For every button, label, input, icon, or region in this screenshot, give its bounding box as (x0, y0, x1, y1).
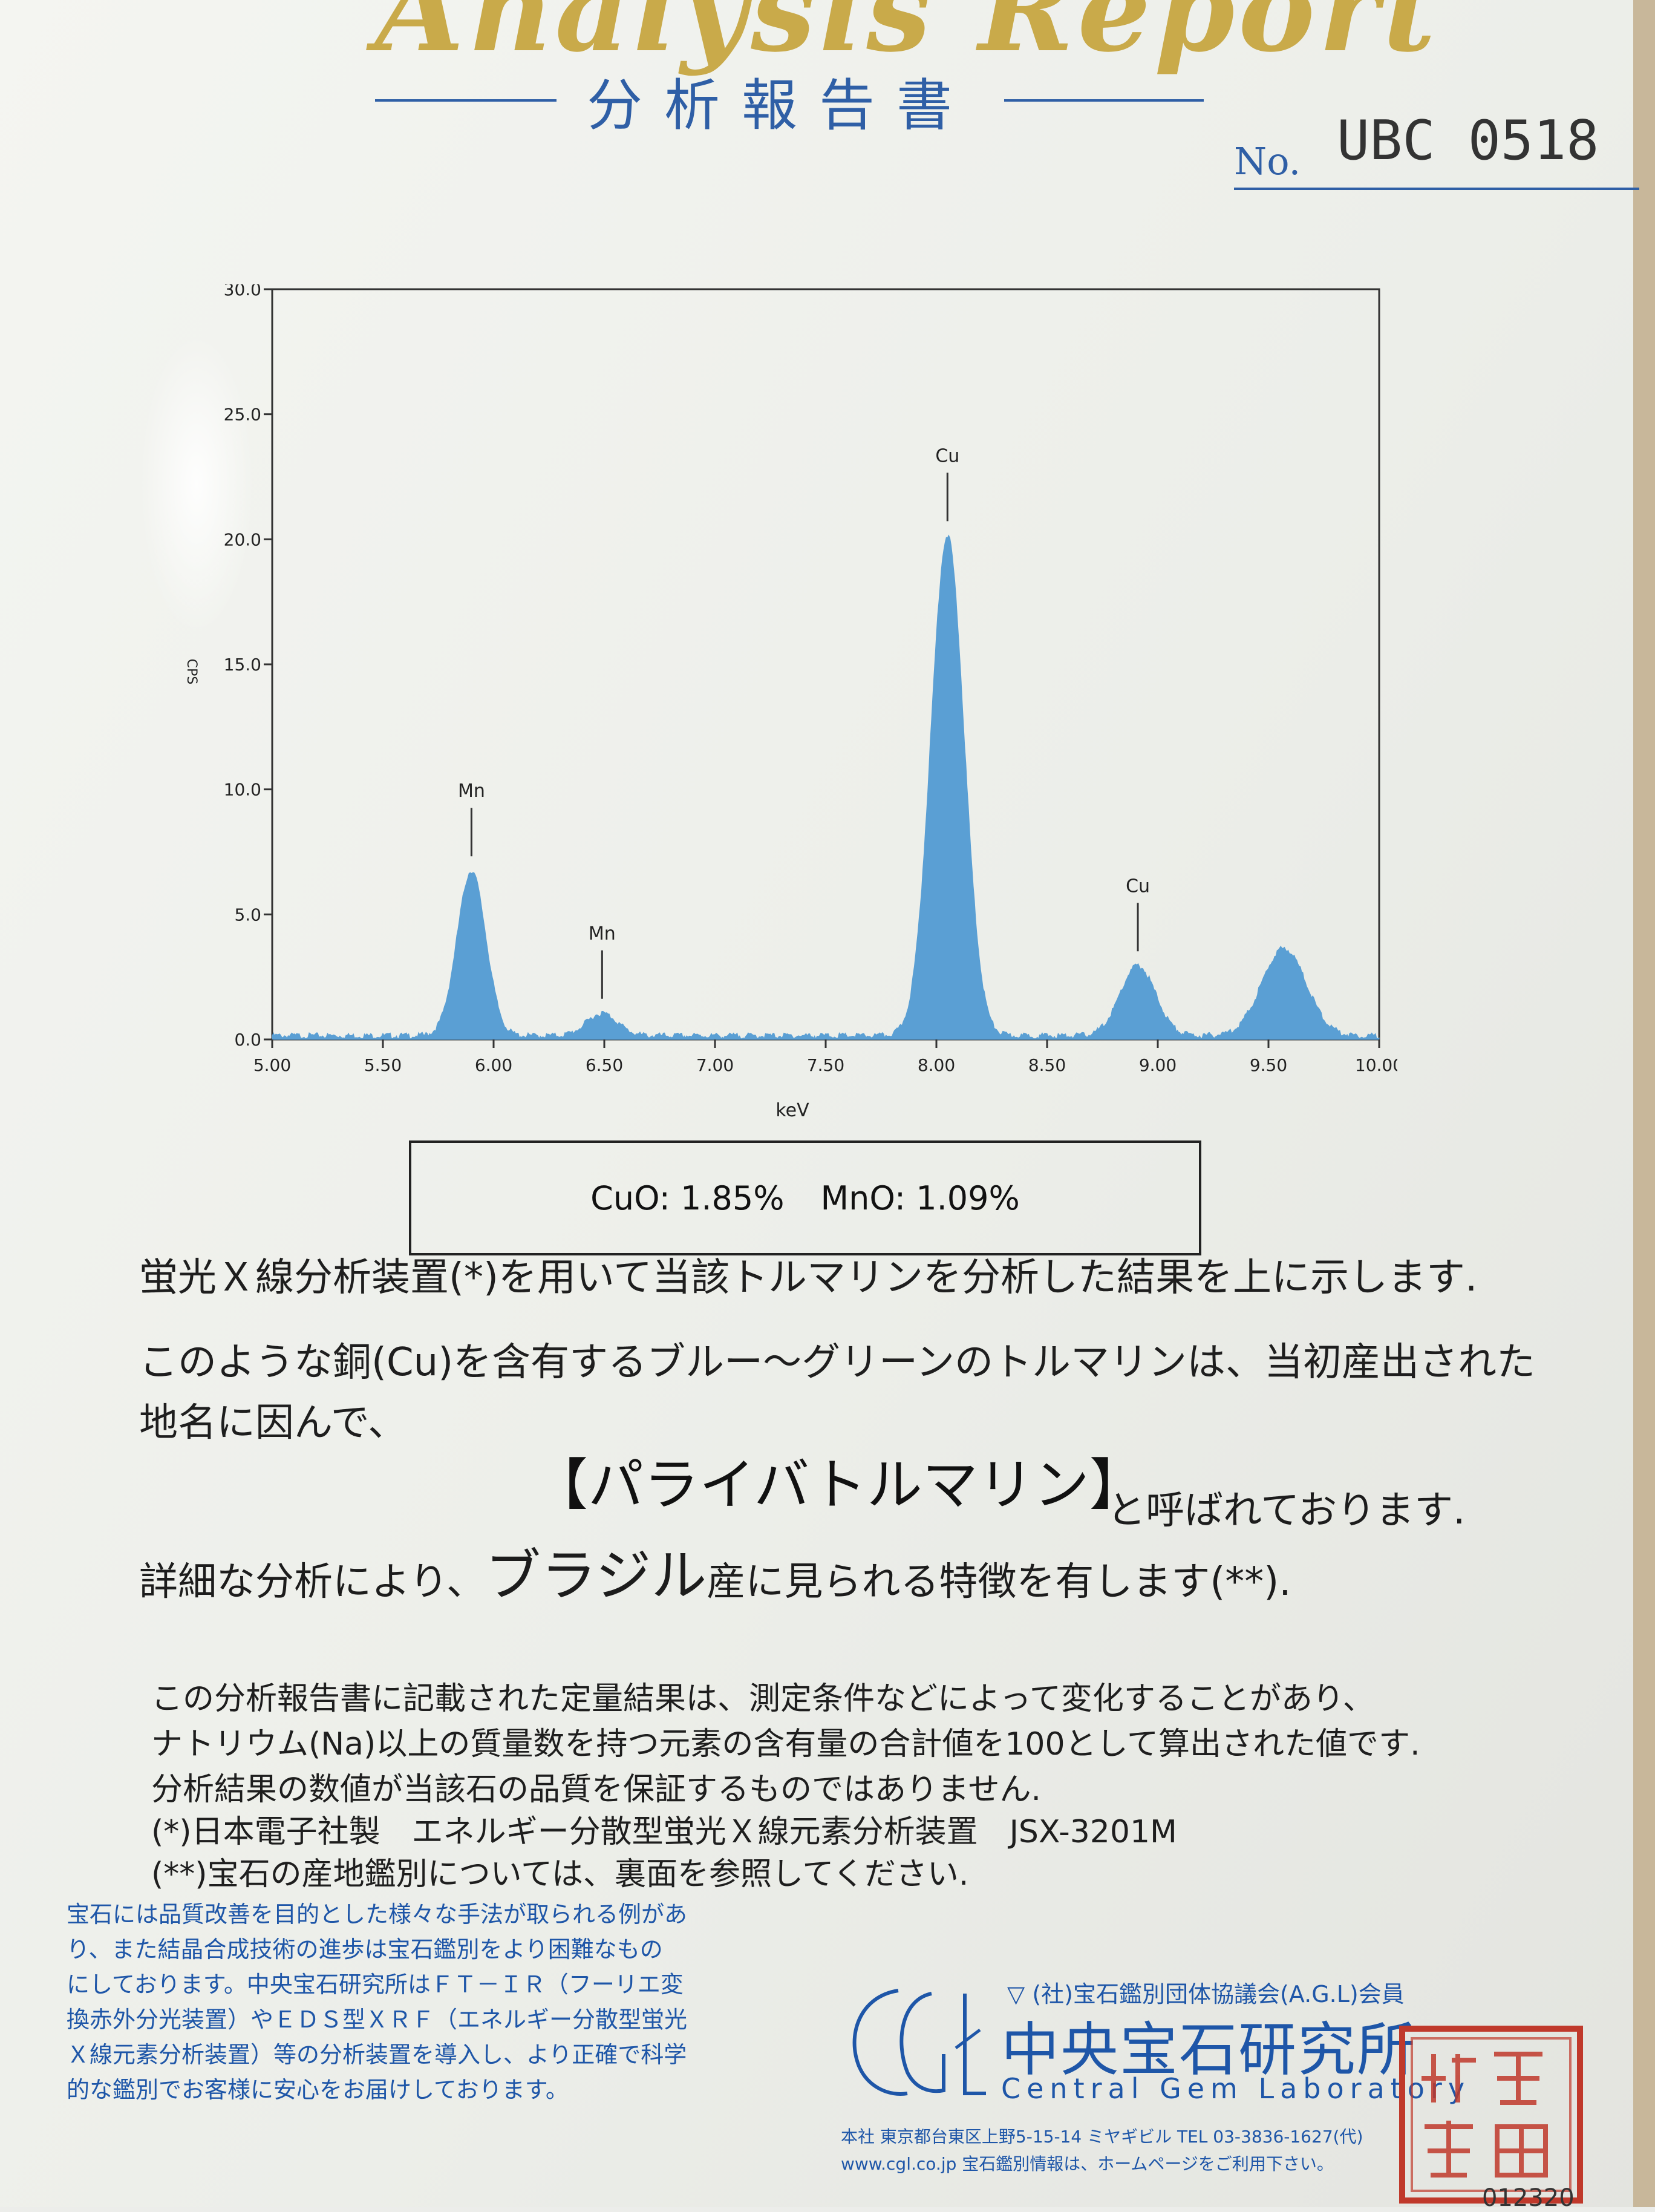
y-tick-label: 25.0 (224, 405, 261, 425)
y-tick-label: 0.0 (234, 1030, 261, 1050)
note-line-5: (**)宝石の産地鑑別については、裏面を参照してください. (151, 1856, 969, 1893)
frame-edge (1633, 0, 1655, 2207)
x-axis-label: keV (775, 1100, 809, 1121)
quality-notice-line: り、また結晶合成技術の進歩は宝石鑑別をより困難なもの (67, 1936, 663, 1963)
x-tick-label: 7.00 (696, 1055, 734, 1075)
spectrum-area (272, 534, 1380, 1040)
origin-post-text: 産に見られる特徴を有します(**). (707, 1560, 1291, 1605)
spectrum-area-layer (272, 534, 1380, 1040)
peak-annotation-layer: Mn Mn Cu Cu (458, 445, 1150, 999)
x-tick-label: 8.00 (918, 1055, 955, 1075)
lab-address: 本社 東京都台東区上野5-15-14 ミヤギビル TEL 03-3836-162… (841, 2127, 1363, 2147)
y-tick-label: 15.0 (224, 655, 261, 675)
report-title-jp-row: 分析報告書 (375, 61, 1204, 139)
y-axis-label: CPS (184, 659, 199, 685)
x-tick-label: 7.50 (807, 1055, 844, 1075)
quality-notice-line: にしております。中央宝石研究所はＦＴ－ＩＲ（フーリエ変 (67, 1971, 684, 1998)
xrf-spectrum-chart: 5.00 5.50 6.00 6.50 7.00 7.50 8.00 8.50 9.00 9.50… (184, 284, 1397, 1121)
report-title-jp: 分析報告書 (586, 73, 974, 138)
lab-logo-block: ▽ (社)宝石鑑別団体協議会(A.G.L)会員 中央宝石研究所 Central … (841, 1969, 1506, 2187)
stone-name: 【パライバトルマリン】 (532, 1453, 1145, 1517)
peak-label: Cu (1126, 875, 1150, 897)
mno-result: MnO: 1.09% (820, 1179, 1020, 1217)
plot-frame (271, 288, 1380, 1041)
origin-country: ブラジル (485, 1543, 707, 1608)
x-tick-label: 5.00 (253, 1055, 291, 1075)
agl-membership: ▽ (社)宝石鑑別団体協議会(A.G.L)会員 (1007, 1975, 1405, 2009)
report-number-block: No. UBC 0518 (1234, 103, 1645, 200)
x-tick-label: 9.00 (1139, 1055, 1177, 1075)
quality-notice: 宝石には品質改善を目的とした様々な手法が取られる例があ り、また結晶合成技術の進… (67, 1897, 762, 2107)
peak-label: Mn (589, 923, 616, 944)
cgl-logo-icon (852, 1989, 986, 2096)
diamond-icon: ▽ (1007, 1981, 1025, 2007)
lab-name-jp: 中央宝石研究所 (1001, 2016, 1416, 2084)
composition-result-box: CuO: 1.85% MnO: 1.09% (409, 1140, 1201, 1255)
x-tick-label: 6.50 (586, 1055, 623, 1075)
x-tick-label: 10.00 (1355, 1055, 1397, 1075)
agl-text: (社)宝石鑑別団体協議会(A.G.L)会員 (1032, 1981, 1405, 2007)
note-line-1: この分析報告書に記載された定量結果は、測定条件などによって変化することがあり、 (151, 1681, 1374, 1717)
note-line-2: ナトリウム(Na)以上の質量数を持つ元素の含有量の合計値を100として算出された… (151, 1726, 1420, 1762)
report-title-en: Analysis Report (375, 0, 1440, 77)
quality-notice-line: 的な鑑別でお客様に安心をお届けしております。 (67, 2076, 569, 2103)
report-number-rule (1234, 188, 1639, 190)
called-text: と呼ばれております. (1107, 1488, 1466, 1533)
title-rule-right (1004, 99, 1204, 102)
x-tick-label: 5.50 (364, 1055, 402, 1075)
lab-website: www.cgl.co.jp 宝石鑑別情報は、ホームページをご利用下さい。 (841, 2154, 1334, 2174)
glare-highlight (139, 333, 254, 635)
report-number-label: No. (1234, 139, 1301, 183)
x-tick-label: 8.50 (1028, 1055, 1066, 1075)
body-line-1: 蛍光Ｘ線分析装置(*)を用いて当該トルマリンを分析した結果を上に示します. (139, 1255, 1478, 1300)
serial-number: 012320 (1482, 2184, 1575, 2212)
body-line-3: 地名に因んで、 (139, 1401, 407, 1445)
peak-label: Cu (935, 445, 959, 466)
y-tick-label: 30.0 (224, 284, 261, 299)
quality-notice-line: Ｘ線元素分析装置）等の分析装置を導入し、より正確で科学 (67, 2041, 687, 2068)
red-seal-stamp (1399, 2026, 1583, 2204)
peak-label: Mn (458, 780, 485, 802)
note-line-3: 分析結果の数値が当該石の品質を保証するものではありません. (151, 1772, 1041, 1808)
title-rule-left (375, 99, 557, 102)
quality-notice-line: 換赤外分光装置）やＥＤＳ型ＸＲＦ（エネルギー分散型蛍光 (67, 2006, 688, 2033)
y-tick-label: 10.0 (224, 780, 261, 800)
body-line-2: このような銅(Cu)を含有するブルー～グリーンのトルマリンは、当初産出された (139, 1340, 1535, 1385)
report-number: UBC 0518 (1337, 109, 1599, 172)
note-line-4: (*)日本電子社製 エネルギー分散型蛍光Ｘ線元素分析装置 JSX-3201M (151, 1814, 1177, 1850)
x-tick-label: 9.50 (1250, 1055, 1287, 1075)
y-tick-label: 20.0 (224, 529, 261, 549)
cuo-result: CuO: 1.85% (590, 1179, 785, 1217)
quality-notice-line: 宝石には品質改善を目的とした様々な手法が取られる例があ (67, 1901, 688, 1928)
origin-line: 詳細な分析により、ブラジル産に見られる特徴を有します(**). (139, 1531, 1291, 1611)
origin-pre-text: 詳細な分析により、 (139, 1560, 486, 1605)
lab-name-en: Central Gem Laboratory (1001, 2072, 1471, 2105)
axes-layer: 5.00 5.50 6.00 6.50 7.00 7.50 8.00 8.50 9.00 9.50… (224, 284, 1397, 1075)
x-tick-label: 6.00 (475, 1055, 512, 1075)
y-tick-label: 5.0 (234, 905, 261, 924)
